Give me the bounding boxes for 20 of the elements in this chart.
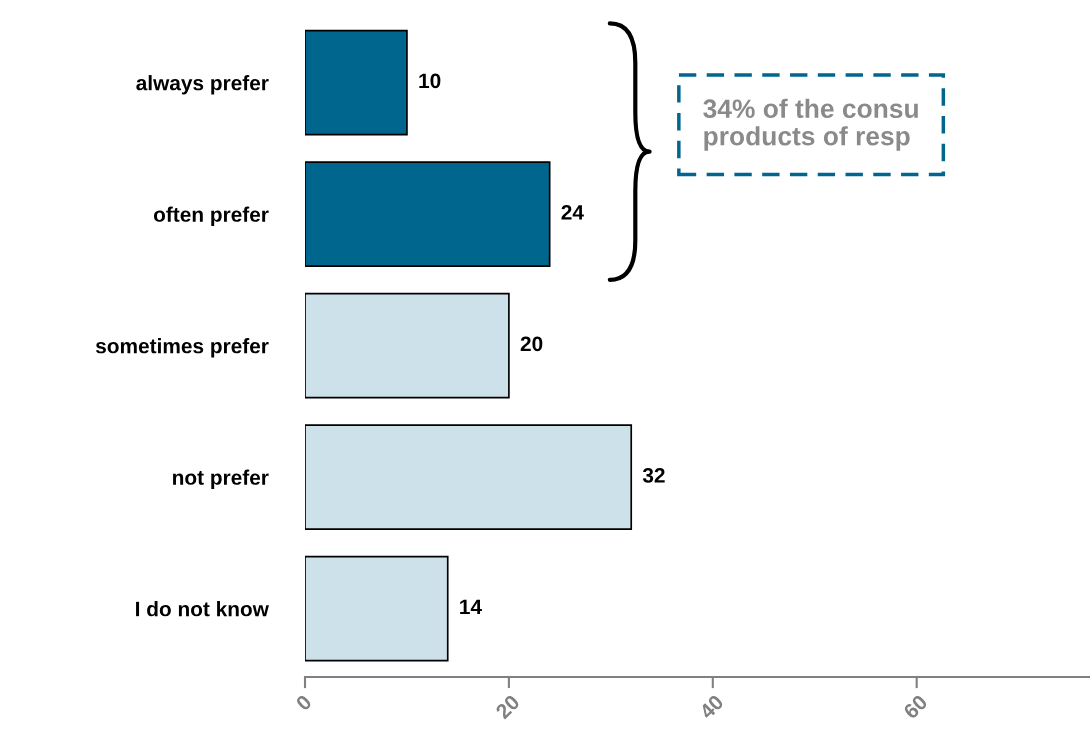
data-label: 32 [642, 467, 665, 483]
x-tick-label: 60 [902, 693, 929, 720]
y-tick-label: I do not know [136, 601, 269, 617]
bar [305, 424, 633, 530]
data-label: 24 [561, 204, 584, 220]
y-tick-label: always prefer [136, 75, 269, 95]
x-tick-label: 40 [698, 693, 725, 720]
bar [305, 29, 408, 136]
y-tick-label: not prefer [173, 469, 269, 489]
bar [305, 555, 449, 662]
data-label: 14 [460, 599, 482, 615]
y-tick-label: often prefer [153, 206, 269, 226]
x-tick-label: 20 [494, 693, 521, 720]
x-tick-label: 0 [295, 693, 313, 712]
bar [305, 161, 551, 267]
annotation: 34% of the consu products of resp [703, 98, 918, 151]
y-tick-label: sometimes prefer [95, 338, 269, 358]
data-label: 20 [520, 336, 543, 352]
data-label: 10 [419, 73, 441, 89]
bar [305, 292, 510, 399]
